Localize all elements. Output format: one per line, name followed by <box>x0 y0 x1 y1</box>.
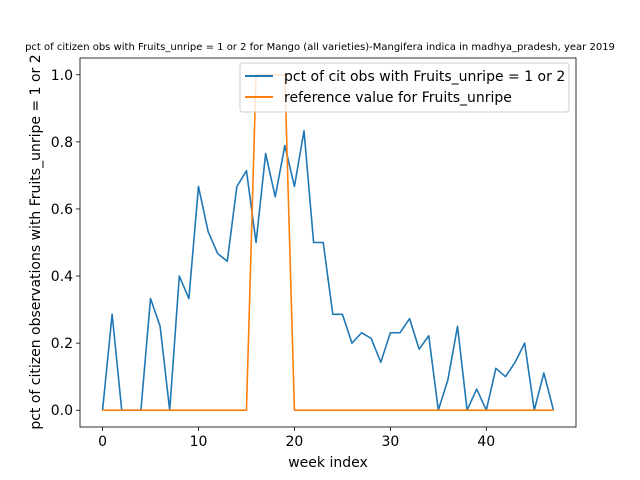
legend-box <box>239 62 570 113</box>
x-tick-label: 20 <box>286 434 304 450</box>
series-line-2 <box>102 73 554 412</box>
x-axis-ticks: 0 10 20 30 40 <box>98 427 495 450</box>
x-tick-label: 30 <box>381 434 399 450</box>
x-tick-label: 40 <box>477 434 495 450</box>
y-tick-label: 0.0 <box>51 403 73 419</box>
y-tick-label: 0.6 <box>51 202 73 218</box>
y-axis-label: pct of citizen observations with Fruits_… <box>28 54 44 429</box>
legend-label-series-1: pct of cit obs with Fruits_unripe = 1 or… <box>284 69 565 85</box>
series-line-1 <box>101 129 555 412</box>
x-tick-label: 0 <box>98 434 107 450</box>
y-tick-label: 1.0 <box>51 68 73 84</box>
x-tick-label: 10 <box>190 434 208 450</box>
legend: pct of cit obs with Fruits_unripe = 1 or… <box>239 62 570 113</box>
x-axis-label: week index <box>288 455 368 471</box>
chart-title: pct of citizen obs with Fruits_unripe = … <box>25 42 615 53</box>
legend-label-series-2: reference value for Fruits_unripe <box>284 90 512 106</box>
plot-frame <box>79 57 577 428</box>
y-axis-ticks: 0.0 0.2 0.4 0.6 0.8 1.0 <box>51 68 80 419</box>
y-tick-label: 0.2 <box>51 336 73 352</box>
plot-lines <box>101 73 555 412</box>
y-tick-label: 0.8 <box>51 135 73 151</box>
y-tick-label: 0.4 <box>51 269 73 285</box>
